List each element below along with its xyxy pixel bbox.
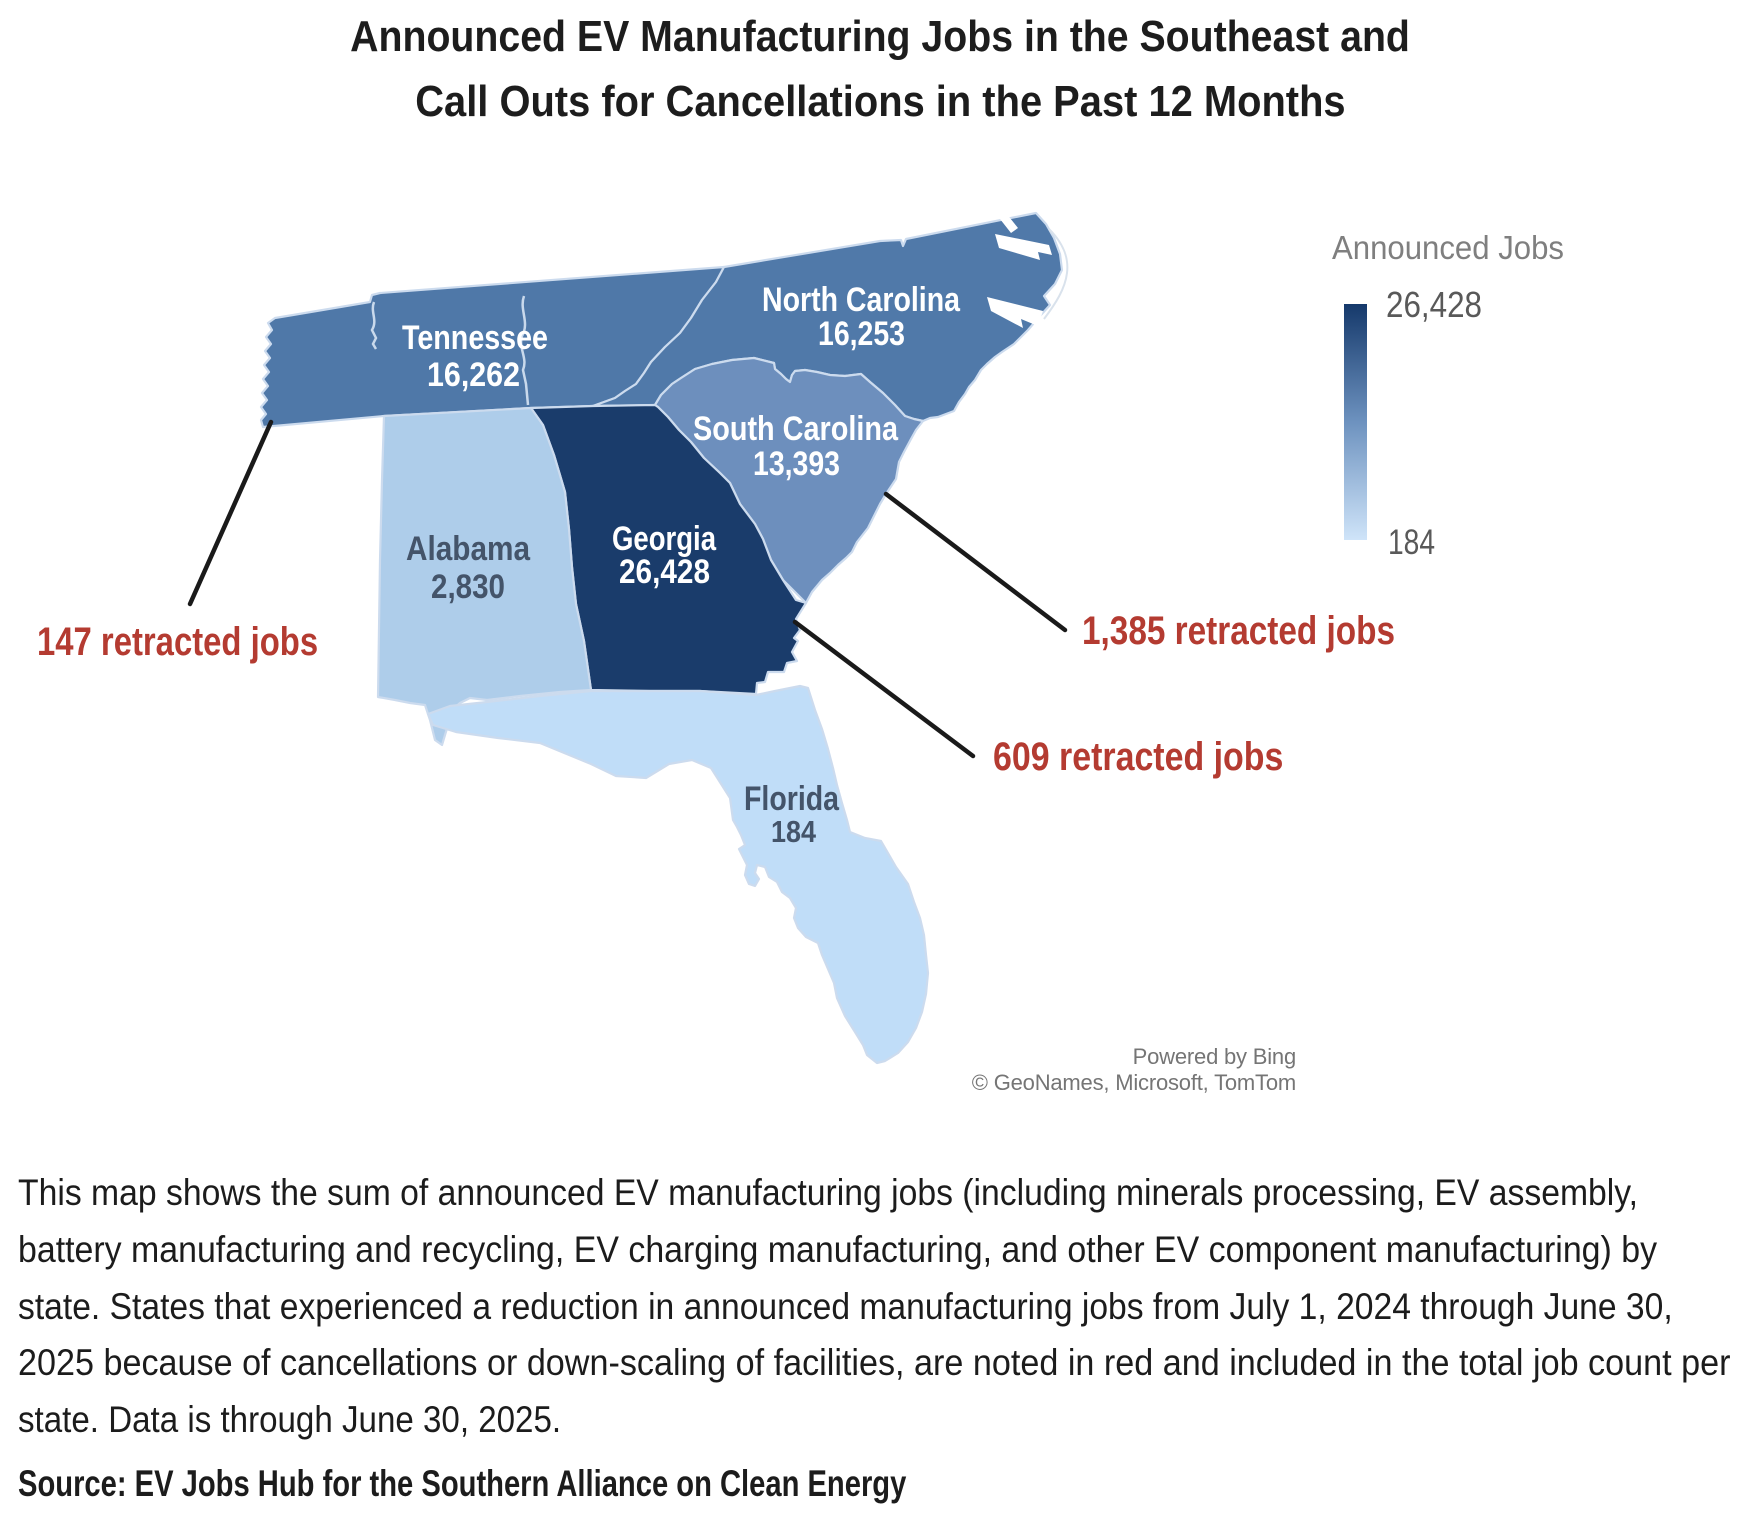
svg-text:Georgia: Georgia [612, 520, 717, 558]
svg-text:184: 184 [771, 814, 817, 849]
svg-text:26,428: 26,428 [619, 553, 710, 591]
svg-text:Alabama: Alabama [406, 530, 531, 568]
svg-text:26,428: 26,428 [1386, 284, 1482, 325]
svg-text:16,253: 16,253 [818, 315, 905, 353]
svg-text:2,830: 2,830 [431, 568, 505, 606]
svg-text:South Carolina: South Carolina [693, 410, 899, 448]
svg-text:Tennessee: Tennessee [402, 319, 548, 357]
svg-text:184: 184 [1388, 523, 1435, 562]
svg-text:Announced Jobs: Announced Jobs [1332, 229, 1564, 266]
svg-text:13,393: 13,393 [753, 445, 840, 483]
svg-text:North Carolina: North Carolina [762, 281, 961, 319]
svg-text:16,262: 16,262 [427, 356, 520, 394]
svg-text:Florida: Florida [744, 780, 840, 818]
